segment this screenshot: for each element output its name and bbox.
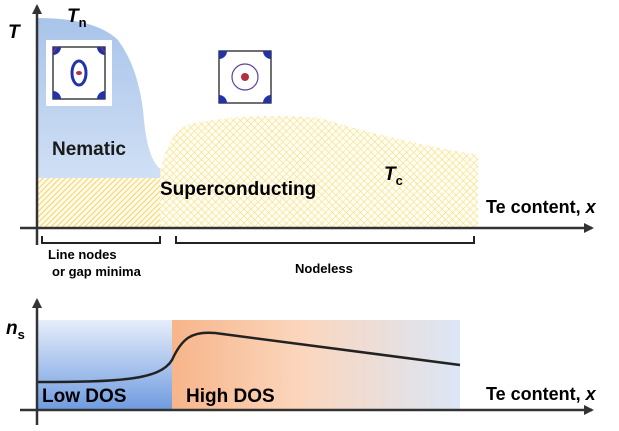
low-dos-label: Low DOS [42,386,126,407]
y-axis-label: ns [6,318,25,342]
sc-region-low [37,178,162,228]
superconducting-label: Superconducting [160,179,316,200]
bracket [42,236,160,243]
y-axis-label: T [8,22,21,43]
subscript: c [396,173,403,188]
region-label: or gap minima [52,264,142,279]
figure: T Tn Nematic Superconducting Tc Te conte… [0,0,619,431]
region-label: Line nodes [48,247,117,262]
tn-label: Tn [67,6,87,30]
variable: x [585,197,597,217]
text: Te content, [486,384,586,404]
x-axis-label: Te content, x [486,384,597,404]
variable: x [585,384,597,404]
bracket [176,236,474,243]
symbol: n [6,318,18,339]
inset-nematic [46,40,112,106]
subscript: s [18,327,25,342]
nematic-label: Nematic [52,139,126,160]
high-dos-label: High DOS [186,386,275,407]
region-label: Nodeless [295,261,353,276]
sc-region-high [160,116,478,228]
inset-tetragonal [213,45,277,109]
text: Te content, [486,197,586,217]
subscript: n [79,15,87,30]
x-axis-label: Te content, x [486,197,597,217]
